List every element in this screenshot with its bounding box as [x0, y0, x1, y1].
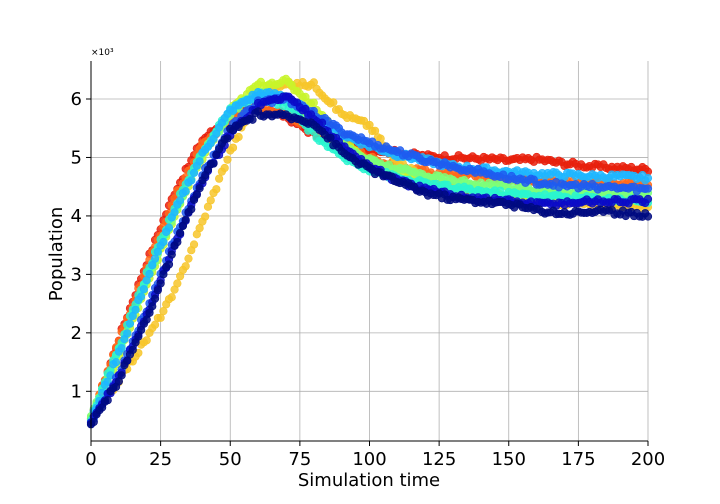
data-point [228, 143, 238, 152]
data-point [170, 208, 179, 217]
data-point [643, 212, 653, 221]
x-tick-label: 125 [422, 449, 456, 470]
data-point [123, 329, 132, 338]
x-axis-label: Simulation time [298, 470, 440, 491]
data-point [159, 270, 168, 279]
y-tick-label: 5 [71, 147, 82, 168]
data-point [195, 157, 204, 166]
data-point [184, 254, 193, 263]
y-tick-label: 3 [71, 264, 82, 285]
data-point [128, 345, 137, 354]
data-point [117, 344, 126, 353]
data-point [189, 168, 199, 177]
data-point [195, 184, 204, 193]
data-point [220, 163, 229, 173]
data-point [103, 396, 112, 405]
data-point [181, 215, 190, 224]
data-point [643, 174, 653, 183]
data-point [148, 302, 157, 311]
data-point [318, 118, 327, 127]
data-point [153, 286, 162, 295]
data-point [181, 262, 190, 271]
data-point [212, 185, 221, 194]
y-tick-label: 4 [71, 206, 82, 227]
data-point [215, 174, 224, 183]
data-point [187, 205, 196, 214]
data-point [309, 98, 318, 107]
data-point [643, 184, 653, 193]
data-point [173, 279, 182, 288]
x-tick-label: 200 [631, 449, 665, 470]
data-point [125, 319, 135, 328]
data-point [223, 155, 232, 164]
data-point [201, 212, 210, 221]
data-point [150, 294, 160, 303]
data-point [234, 132, 243, 142]
data-point [209, 159, 218, 168]
data-point [159, 237, 168, 247]
data-point [187, 176, 196, 185]
series-layer [86, 74, 653, 429]
data-point [329, 98, 338, 107]
tick-layer: 0 25 50 75 100 125 150 175 200 1 2 3 4 5 6 [71, 89, 666, 470]
y-tick-label: 2 [71, 323, 82, 344]
data-point [223, 134, 232, 143]
y-tick-label: 6 [71, 89, 82, 110]
data-point [156, 279, 165, 288]
data-point [139, 285, 149, 294]
data-point [326, 133, 335, 142]
y-axis-label: Population [46, 207, 67, 302]
data-series [86, 107, 653, 429]
data-point [167, 250, 176, 259]
data-point [145, 269, 154, 279]
data-point [173, 237, 182, 247]
x-tick-label: 100 [352, 449, 386, 470]
data-point [111, 358, 121, 367]
data-point [131, 305, 140, 314]
data-point [164, 223, 174, 232]
data-point [643, 194, 653, 204]
data-point [176, 228, 185, 238]
x-tick-label: 75 [288, 449, 311, 470]
data-point [167, 293, 176, 302]
y-axis-offset-label: ×10³ [91, 48, 114, 58]
data-point [142, 336, 151, 345]
data-point [150, 320, 160, 329]
x-tick-label: 50 [219, 449, 242, 470]
data-point [89, 417, 98, 427]
data-point [164, 260, 174, 269]
data-point [117, 371, 126, 380]
x-tick-label: 150 [492, 449, 526, 470]
data-point [176, 196, 185, 205]
data-point [206, 196, 215, 205]
data-point [159, 307, 168, 316]
x-tick-label: 0 [85, 449, 96, 470]
data-point [150, 254, 160, 263]
x-tick-label: 175 [561, 449, 595, 470]
x-tick-label: 25 [149, 449, 172, 470]
data-point [189, 240, 199, 249]
data-point [181, 187, 190, 196]
y-tick-label: 1 [71, 381, 82, 402]
data-point [137, 292, 146, 301]
